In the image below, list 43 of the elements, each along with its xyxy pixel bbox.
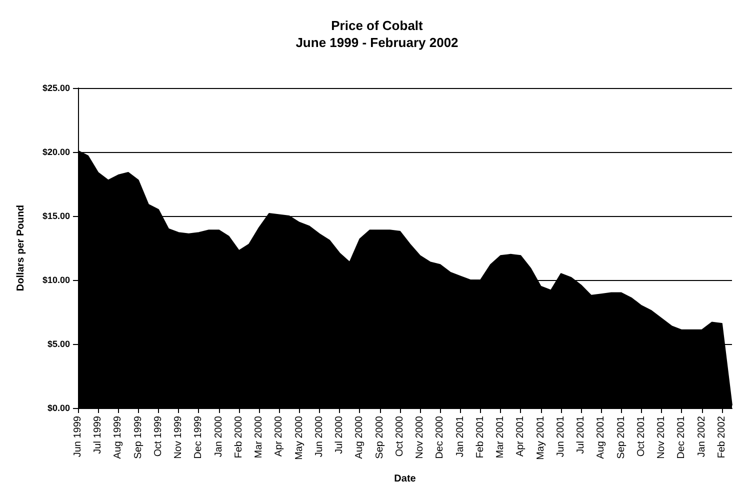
x-tick-label: Feb 2001 xyxy=(474,416,486,458)
x-tick-label: Sep 1999 xyxy=(132,416,144,459)
chart-title: Price of Cobalt xyxy=(331,18,424,33)
x-tick-label: Aug 2001 xyxy=(596,416,607,459)
x-tick-label: Jun 1999 xyxy=(72,416,84,458)
x-tick-label: Nov 2000 xyxy=(414,416,426,459)
x-tick-label: Mar 2001 xyxy=(495,416,506,458)
x-tick-label: Oct 2000 xyxy=(394,416,406,457)
x-tick-label: Nov 2001 xyxy=(656,416,668,459)
x-axis-title: Date xyxy=(394,474,416,484)
y-tick-label: $20.00 xyxy=(42,147,70,157)
x-tick-label: Dec 2000 xyxy=(434,416,446,459)
x-tick-label: Mar 2000 xyxy=(254,416,265,458)
x-tick-label: Jul 2001 xyxy=(576,416,587,454)
x-tick-label: Jan 2001 xyxy=(454,416,466,458)
x-tick-label: Dec 2001 xyxy=(676,416,688,459)
x-tick-label: Jul 1999 xyxy=(92,416,104,454)
x-tick-label: Oct 1999 xyxy=(152,416,164,457)
y-tick-label: $10.00 xyxy=(42,275,70,285)
x-tick-label: Jul 2000 xyxy=(334,416,346,454)
x-tick-label: Sep 2001 xyxy=(616,416,627,459)
x-tick-label: Nov 1999 xyxy=(173,416,184,459)
x-tick-label: Feb 2002 xyxy=(716,416,728,458)
x-tick-label: Aug 1999 xyxy=(112,416,124,459)
x-tick-label: Jun 2000 xyxy=(314,416,325,458)
x-tick-label: Sep 2000 xyxy=(374,416,386,459)
x-tick-label: Jun 2001 xyxy=(555,416,566,458)
y-tick-label: $25.00 xyxy=(42,83,70,93)
x-tick-label: Dec 1999 xyxy=(193,416,204,459)
y-axis-title: Dollars per Pound xyxy=(16,204,26,292)
x-tick-label: May 2000 xyxy=(294,416,305,460)
x-tick-label: Apr 2000 xyxy=(274,416,285,457)
x-tick-label: Aug 2000 xyxy=(354,416,366,459)
x-tick-label: Jan 2002 xyxy=(696,416,708,458)
y-tick-label: $0.00 xyxy=(47,403,70,413)
x-tick-label: May 2001 xyxy=(535,416,546,460)
y-tick-label: $5.00 xyxy=(47,339,70,349)
y-tick-label: $15.00 xyxy=(42,211,70,221)
chart-subtitle: June 1999 - February 2002 xyxy=(296,35,458,50)
x-tick-label: Feb 2000 xyxy=(233,416,244,458)
x-tick-label: Oct 2001 xyxy=(636,416,647,457)
x-tick-label: Jan 2000 xyxy=(213,416,224,458)
x-tick-label: Apr 2001 xyxy=(515,416,526,457)
